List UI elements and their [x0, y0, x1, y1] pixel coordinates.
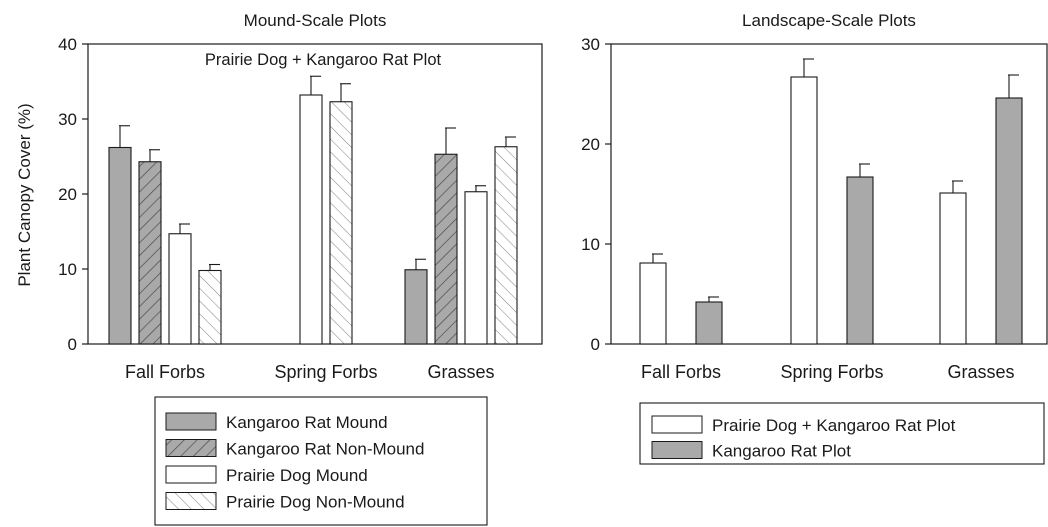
y-tick-label: 10	[58, 260, 77, 279]
legend-label-prairie-dog-non-mound: Prairie Dog Non-Mound	[226, 493, 405, 512]
y-tick-label: 0	[68, 335, 77, 354]
y-tick-label: 10	[581, 235, 600, 254]
right-chart-title: Landscape-Scale Plots	[742, 11, 916, 30]
legend-label-prairie-dog-mound: Prairie Dog Mound	[226, 466, 368, 485]
y-tick-label: 40	[58, 35, 77, 54]
right-legend-items: Prairie Dog + Kangaroo Rat Plot Kangaroo …	[651, 415, 956, 461]
bar-prairie-dog-mound-spring-forbs	[299, 94, 323, 345]
y-tick-label: 30	[58, 110, 77, 129]
legend-swatch-kangaroo-rat-mound	[165, 412, 217, 431]
bar-prairie-dog-mound-fall-forbs	[168, 233, 192, 345]
y-tick-label: 20	[581, 135, 600, 154]
legend-swatch-prairie-dog-non-mound	[165, 492, 217, 510]
bar-kangaroo-rat-plot-spring-forbs	[846, 176, 874, 345]
y-tick-label: 30	[581, 35, 600, 54]
left-bars	[108, 75, 518, 345]
y-tick-label: 20	[58, 185, 77, 204]
legend-label-kangaroo-rat-mound: Kangaroo Rat Mound	[226, 413, 388, 432]
legend-label-kangaroo-rat-non-mound: Kangaroo Rat Non-Mound	[226, 440, 424, 459]
left-y-axis-label: Plant Canopy Cover (%)	[15, 103, 34, 286]
left-y-ticks: 0 10 20 30 40	[58, 35, 88, 354]
legend-swatch-prairie-dog-kangaroo-rat-plot	[651, 415, 703, 434]
x-tick-label-spring-forbs: Spring Forbs	[780, 362, 883, 382]
left-chart-title: Mound-Scale Plots	[244, 11, 387, 30]
legend-swatch-kangaroo-rat-non-mound	[165, 439, 217, 457]
bar-kangaroo-rat-non-mound-grasses	[434, 153, 458, 345]
bar-prairie-dog-non-mound-fall-forbs	[198, 269, 222, 345]
x-tick-label-fall-forbs: Fall Forbs	[125, 362, 205, 382]
x-tick-label-spring-forbs: Spring Forbs	[274, 362, 377, 382]
bar-kangaroo-rat-mound-grasses	[404, 269, 428, 345]
y-tick-label: 0	[591, 335, 600, 354]
landscape-scale-panel: Landscape-Scale Plots 0 10 20 30 Fall Forbs…	[581, 11, 1048, 465]
right-legend-box	[639, 402, 1045, 465]
left-chart-subtitle: Prairie Dog + Kangaroo Rat Plot	[205, 51, 442, 69]
x-tick-label-grasses: Grasses	[427, 362, 494, 382]
legend-swatch-kangaroo-rat-plot	[651, 441, 703, 459]
right-legend: Prairie Dog + Kangaroo Rat Plot Kangaroo …	[639, 402, 1045, 465]
right-plot-frame	[610, 43, 1048, 345]
x-tick-label-grasses: Grasses	[947, 362, 1014, 382]
bar-prairie-dog-mound-grasses	[464, 191, 488, 345]
left-legend-items: Kangaroo Rat Mound Kangaroo Rat Non-Mound…	[165, 412, 424, 512]
legend-label-kangaroo-rat-plot: Kangaroo Rat Plot	[712, 442, 851, 461]
right-x-ticks: Fall Forbs Spring Forbs Grasses	[641, 362, 1015, 382]
legend-label-prairie-dog-kangaroo-rat-plot: Prairie Dog + Kangaroo Rat Plot	[712, 416, 956, 435]
right-y-ticks: 0 10 20 30	[581, 35, 611, 354]
bar-kangaroo-rat-non-mound-fall-forbs	[138, 161, 162, 345]
bar-kangaroo-rat-mound-fall-forbs	[108, 146, 132, 345]
bar-kangaroo-rat-plot-grasses	[995, 97, 1023, 345]
bar-prairie-dog-kangaroo-rat-plot-grasses	[939, 192, 967, 345]
left-legend: Kangaroo Rat Mound Kangaroo Rat Non-Mound…	[154, 396, 488, 526]
right-bars	[639, 58, 1023, 345]
mound-scale-panel: Mound-Scale Plots Prairie Dog + Kangaroo…	[15, 11, 543, 526]
left-x-ticks: Fall Forbs Spring Forbs Grasses	[125, 362, 495, 382]
bar-prairie-dog-kangaroo-rat-plot-spring-forbs	[790, 76, 818, 345]
bar-prairie-dog-non-mound-spring-forbs	[329, 101, 353, 345]
legend-swatch-prairie-dog-mound	[165, 465, 217, 484]
bar-prairie-dog-kangaroo-rat-plot-fall-forbs	[639, 262, 667, 345]
bar-prairie-dog-non-mound-grasses	[494, 146, 518, 345]
x-tick-label-fall-forbs: Fall Forbs	[641, 362, 721, 382]
bar-kangaroo-rat-plot-fall-forbs	[695, 301, 723, 345]
